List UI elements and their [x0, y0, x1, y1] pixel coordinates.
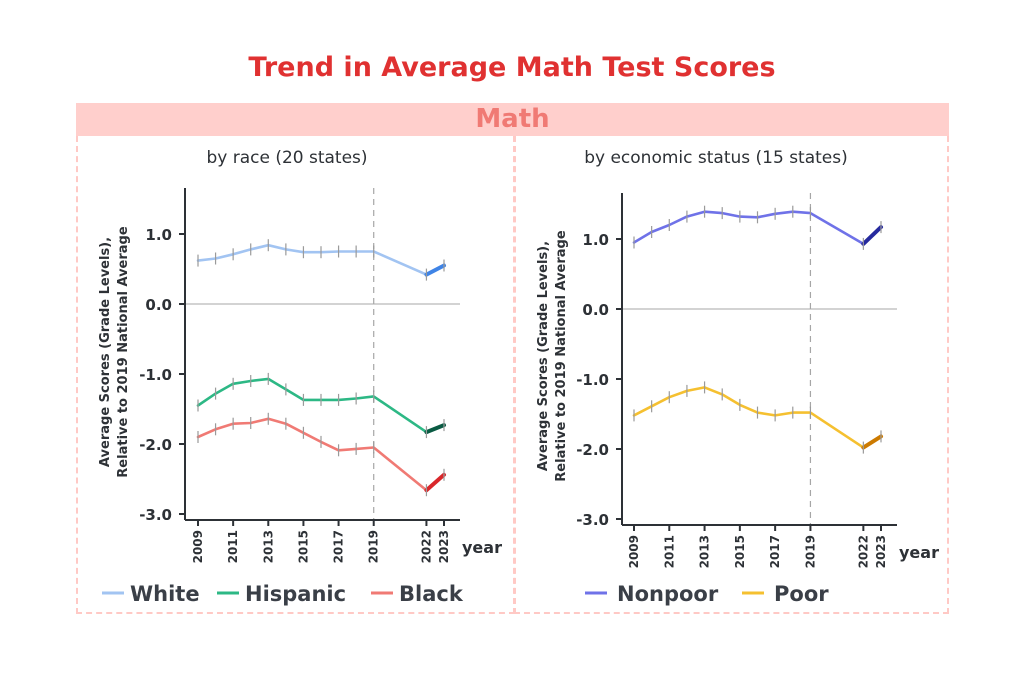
y-axis-label: Relative to 2019 National Average [116, 226, 131, 478]
x-tick-label: 2011 [662, 535, 676, 568]
y-axis-label: Relative to 2019 National Average [554, 230, 569, 482]
series-2023-segment-nonpoor [861, 225, 883, 246]
y-tick-label: 1.0 [145, 226, 172, 244]
series-2023-segment-black [424, 472, 446, 493]
series-line-nonpoor [632, 210, 865, 246]
subject-band: Math [76, 103, 949, 136]
x-tick-label: 2011 [226, 530, 240, 563]
y-tick-label: -3.0 [576, 511, 609, 529]
series-line-hispanic [196, 377, 428, 434]
legend-label-poor: Poor [774, 582, 829, 606]
series-2023-segment-poor [861, 434, 883, 450]
y-tick-label: 0.0 [582, 301, 609, 319]
y-axis-label: Average Scores (Grade Levels), [536, 241, 551, 471]
x-tick-label: 2023 [437, 530, 451, 563]
series-line-black [196, 417, 428, 492]
panel-title: by race (20 states) [206, 148, 367, 168]
y-tick-label: -1.0 [139, 366, 172, 384]
series-2023-segment-white [424, 263, 446, 277]
x-tick-label: 2015 [733, 535, 747, 568]
x-tick-label: 2022 [419, 530, 433, 563]
x-axis-label: year [462, 538, 502, 557]
chart-main-title: Trend in Average Math Test Scores [248, 52, 776, 83]
y-tick-label: -3.0 [139, 506, 172, 524]
y-tick-label: 1.0 [582, 231, 609, 249]
x-tick-label: 2017 [332, 530, 346, 563]
legend-label-white: White [130, 582, 200, 606]
x-tick-label: 2015 [296, 530, 310, 563]
right-panel-frame [514, 136, 949, 614]
y-tick-label: -2.0 [576, 441, 609, 459]
x-tick-label: 2019 [803, 535, 817, 568]
series-2023-segment-hispanic [424, 423, 446, 435]
subject-band-label: Math [475, 104, 550, 134]
y-tick-label: -1.0 [576, 371, 609, 389]
y-axis-label: Average Scores (Grade Levels), [98, 237, 113, 467]
y-tick-label: -2.0 [139, 436, 172, 454]
x-tick-label: 2019 [367, 530, 381, 563]
x-tick-label: 2013 [261, 530, 275, 563]
legend-label-nonpoor: Nonpoor [617, 582, 719, 606]
x-tick-label: 2023 [874, 535, 888, 568]
y-tick-label: 0.0 [145, 296, 172, 314]
series-line-white [196, 243, 428, 276]
x-tick-label: 2022 [856, 535, 870, 568]
x-tick-label: 2009 [191, 530, 205, 563]
x-axis-label: year [899, 543, 939, 562]
x-tick-label: 2009 [627, 535, 641, 568]
series-line-poor [632, 386, 865, 449]
x-tick-label: 2013 [698, 535, 712, 568]
legend-label-black: Black [399, 582, 464, 606]
x-tick-label: 2017 [768, 535, 782, 568]
panel-title: by economic status (15 states) [584, 148, 848, 168]
legend-label-hispanic: Hispanic [245, 582, 346, 606]
